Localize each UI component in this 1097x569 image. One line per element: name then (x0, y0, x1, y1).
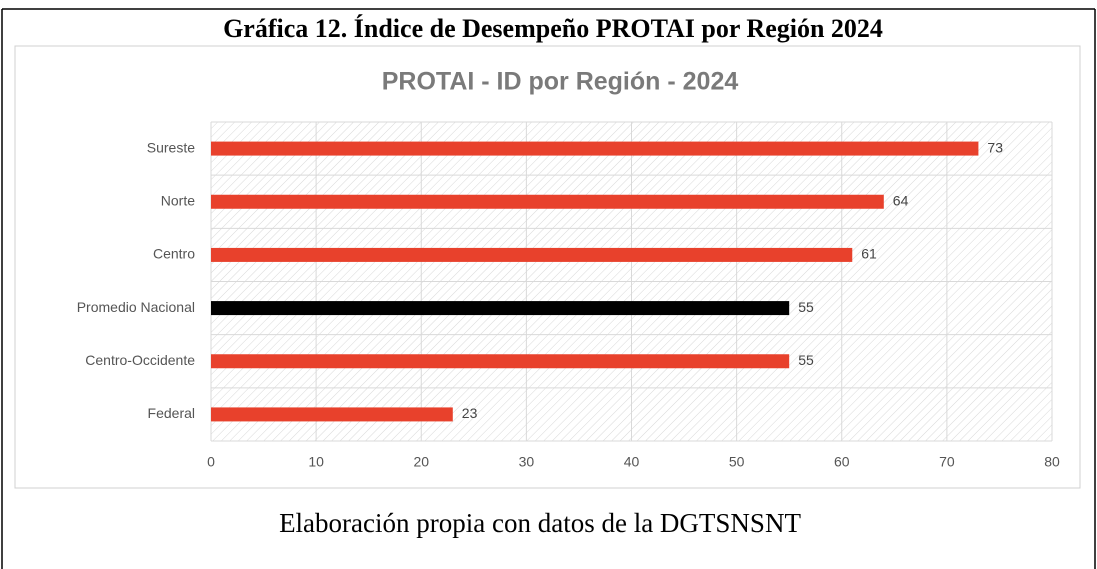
value-label: 23 (462, 405, 478, 421)
y-tick-label: Sureste (147, 139, 195, 155)
x-tick-label: 50 (729, 454, 745, 470)
value-label: 61 (861, 246, 877, 262)
chart-title: PROTAI - ID por Región - 2024 (382, 68, 739, 96)
x-tick-label: 20 (413, 454, 429, 470)
y-tick-label: Norte (161, 192, 195, 208)
y-tick-label: Centro (153, 246, 195, 262)
y-tick-label: Federal (148, 405, 195, 421)
bar (211, 194, 884, 209)
y-tick-label: Promedio Nacional (77, 299, 195, 315)
x-tick-label: 0 (207, 454, 215, 470)
plot: 0 10 20 30 40 50 60 70 80 Sureste 73 Norte 64 Centro 6… (77, 121, 1060, 470)
x-tick-label: 10 (308, 454, 324, 470)
x-tick-label: 40 (624, 454, 640, 470)
bar (211, 354, 790, 369)
value-label: 55 (798, 352, 814, 368)
bar (211, 141, 979, 156)
value-label: 73 (987, 139, 1003, 155)
caption: Elaboración propia con datos de la DGTSN… (279, 508, 801, 538)
bar (211, 247, 853, 262)
value-label: 64 (893, 192, 909, 208)
x-tick-label: 30 (519, 454, 535, 470)
y-tick-label: Centro-Occidente (85, 352, 195, 368)
bar (211, 407, 453, 422)
x-tick-label: 80 (1044, 454, 1060, 470)
x-tick-label: 70 (939, 454, 955, 470)
value-label: 55 (798, 299, 814, 315)
heading: Gráfica 12. Índice de Desempeño PROTAI p… (223, 14, 883, 43)
x-tick-label: 60 (834, 454, 850, 470)
bar (211, 301, 790, 316)
